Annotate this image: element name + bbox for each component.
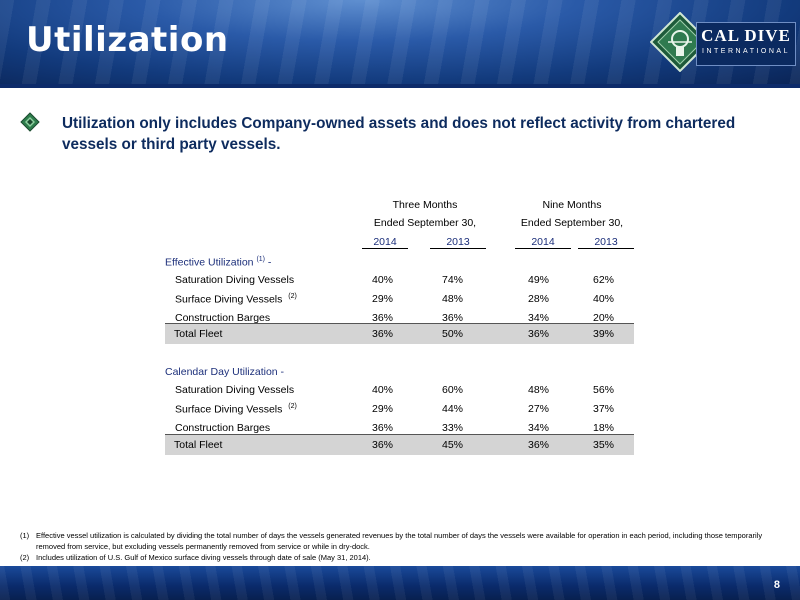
cell-value: 40% <box>371 274 393 286</box>
table-row: Construction Barges 36% 33% 34% 18% <box>165 418 634 438</box>
cell-value: 28% <box>527 293 549 305</box>
cell-value: 27% <box>527 403 549 415</box>
footnote-text: Effective vessel utilization is calculat… <box>36 531 763 551</box>
table-row: Construction Barges 36% 36% 34% 20% <box>165 308 634 328</box>
col-group-three-months-line2: Ended September 30, <box>373 217 477 229</box>
table-row-total: Total Fleet 36% 45% 36% 35% <box>165 434 634 455</box>
row-label: Saturation Diving Vessels <box>175 384 295 396</box>
page-number: 8 <box>773 579 780 591</box>
col-group-nine-months-line1: Nine Months <box>542 199 602 211</box>
cell-value: 48% <box>441 293 463 305</box>
page-title: Utilization <box>26 20 229 60</box>
cell-value: 33% <box>441 422 463 434</box>
table-row-total: Total Fleet 36% 50% 36% 39% <box>165 323 634 344</box>
year-header: 2014 <box>531 236 555 248</box>
section-title-text: Effective Utilization <box>165 256 254 269</box>
footnote-ref: (1) <box>256 256 265 263</box>
cell-value: 20% <box>592 312 614 324</box>
cell-value: 34% <box>527 312 549 324</box>
row-label: Total Fleet <box>174 439 223 451</box>
section-title-suffix: - <box>265 256 272 269</box>
year-header: 2013 <box>446 236 470 248</box>
year-header: 2013 <box>594 236 618 248</box>
footnote: (1) Effective vessel utilization is calc… <box>20 530 780 552</box>
footnote: (2) Includes utilization of U.S. Gulf of… <box>20 552 780 563</box>
logo-diamond-icon <box>650 12 710 72</box>
cell-value: 36% <box>527 328 549 340</box>
cell-value: 62% <box>592 274 614 286</box>
col-group-three-months-line1: Three Months <box>392 199 458 211</box>
year-header: 2014 <box>373 236 397 248</box>
row-label: Construction Barges <box>175 422 271 434</box>
cell-value: 36% <box>371 439 393 451</box>
logo-subtitle: INTERNATIONAL <box>702 48 790 55</box>
row-label: Surface Diving Vessels (2) <box>175 293 297 306</box>
logo-wordmark: CAL DIVE INTERNATIONAL <box>696 22 796 66</box>
cell-value: 18% <box>592 422 614 434</box>
diamond-bullet-icon <box>20 112 40 132</box>
footnote-ref: (2) <box>288 293 297 300</box>
cell-value: 39% <box>592 328 614 340</box>
header-banner: Utilization CAL DIVE INTERNATIONAL <box>0 0 800 84</box>
section-title-effective-utilization: Effective Utilization (1) - <box>165 256 271 269</box>
company-logo: CAL DIVE INTERNATIONAL <box>646 6 796 78</box>
cell-value: 35% <box>592 439 614 451</box>
bullet-text: Utilization only includes Company-owned … <box>62 115 736 153</box>
cell-value: 56% <box>592 384 614 396</box>
row-label: Surface Diving Vessels (2) <box>175 403 297 416</box>
footer-light-rays <box>0 566 800 600</box>
cell-value: 74% <box>441 274 463 286</box>
cell-value: 44% <box>441 403 463 415</box>
footnote-text: Includes utilization of U.S. Gulf of Mex… <box>36 553 371 562</box>
header-divider <box>0 84 800 88</box>
section-title-calendar-day-utilization: Calendar Day Utilization - <box>165 366 285 378</box>
table-row: Surface Diving Vessels (2) 29% 48% 28% 4… <box>165 289 634 309</box>
row-label: Construction Barges <box>175 312 271 324</box>
row-label: Saturation Diving Vessels <box>175 274 295 286</box>
logo-name: CAL DIVE <box>701 26 791 45</box>
cell-value: 36% <box>371 422 393 434</box>
year-underline <box>362 248 408 249</box>
cell-value: 50% <box>441 328 463 340</box>
cell-value: 48% <box>527 384 549 396</box>
cell-value: 40% <box>371 384 393 396</box>
footnote-ref: (2) <box>288 403 297 410</box>
footnote-number: (2) <box>20 553 30 562</box>
cell-value: 49% <box>527 274 549 286</box>
table-row: Saturation Diving Vessels 40% 74% 49% 62… <box>165 270 634 290</box>
cell-value: 36% <box>441 312 463 324</box>
cell-value: 45% <box>441 439 463 451</box>
footnote-number: (1) <box>20 531 30 540</box>
cell-value: 40% <box>592 293 614 305</box>
row-label: Total Fleet <box>174 328 223 340</box>
row-label-text: Surface Diving Vessels <box>175 293 283 306</box>
table-row: Surface Diving Vessels (2) 29% 44% 27% 3… <box>165 399 634 419</box>
cell-value: 29% <box>371 293 393 305</box>
row-label-text: Surface Diving Vessels <box>175 403 283 416</box>
table-row: Saturation Diving Vessels 40% 60% 48% 56… <box>165 380 634 400</box>
year-underline <box>515 248 571 249</box>
cell-value: 36% <box>527 439 549 451</box>
cell-value: 60% <box>441 384 463 396</box>
cell-value: 36% <box>371 312 393 324</box>
year-underline <box>578 248 634 249</box>
footer-banner: 8 <box>0 566 800 600</box>
col-group-nine-months-line2: Ended September 30, <box>520 217 624 229</box>
cell-value: 36% <box>371 328 393 340</box>
cell-value: 29% <box>371 403 393 415</box>
year-underline <box>430 248 486 249</box>
cell-value: 37% <box>592 403 614 415</box>
cell-value: 34% <box>527 422 549 434</box>
footnotes: (1) Effective vessel utilization is calc… <box>20 530 780 563</box>
